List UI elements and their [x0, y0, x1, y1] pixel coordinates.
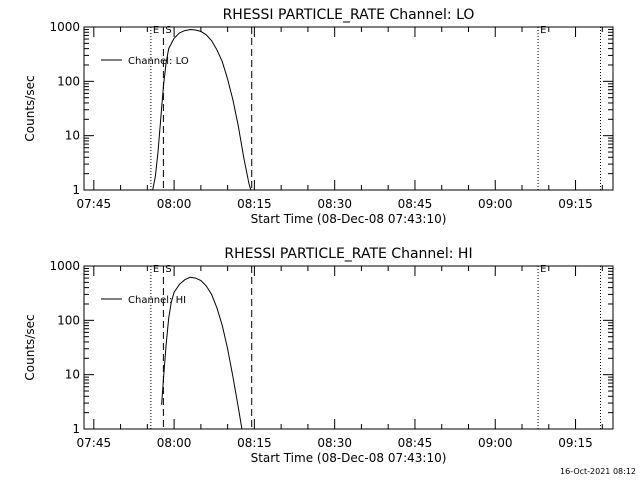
plot-frame	[83, 265, 614, 430]
marker-label: S	[165, 264, 171, 275]
y-axis-label: Counts/sec	[23, 75, 37, 141]
marker-label: E	[540, 264, 546, 275]
marker-label: S	[165, 25, 171, 36]
x-tick-label: 09:15	[558, 197, 593, 211]
legend-label: Channel: LO	[128, 56, 189, 67]
x-axis-label: Start Time (08-Dec-08 07:43:10)	[251, 212, 447, 226]
x-axis-label: Start Time (08-Dec-08 07:43:10)	[251, 451, 447, 465]
x-tick-label: 08:15	[237, 436, 272, 450]
y-tick-label: 100	[57, 74, 80, 88]
y-tick-label: 1	[72, 183, 80, 197]
x-tick-label: 09:00	[478, 197, 513, 211]
x-tick-label: 08:15	[237, 197, 272, 211]
marker-label: E	[540, 25, 546, 36]
x-tick-label: 08:00	[157, 436, 192, 450]
x-tick-label: 08:30	[317, 197, 352, 211]
x-tick-label: 08:30	[317, 436, 352, 450]
y-tick-label: 100	[57, 313, 80, 327]
x-tick-label: 08:00	[157, 197, 192, 211]
plot-frame	[83, 26, 614, 191]
x-tick-label: 07:45	[77, 436, 112, 450]
x-tick-label: 07:45	[77, 197, 112, 211]
x-tick-label: 08:45	[398, 436, 433, 450]
marker-label: E	[153, 25, 159, 36]
chart-title: RHESSI PARTICLE_RATE Channel: HI	[224, 246, 472, 262]
x-tick-label: 09:00	[478, 436, 513, 450]
x-tick-label: 09:15	[558, 436, 593, 450]
y-tick-label: 1000	[49, 259, 80, 273]
chart-panel-1: RHESSI PARTICLE_RATE Channel: LO 1 10 100 10…	[23, 7, 614, 226]
series-line	[161, 276, 243, 429]
y-tick-label: 10	[65, 368, 80, 382]
marker-label: E	[153, 264, 159, 275]
y-axis-label: Counts/sec	[23, 314, 37, 380]
y-tick-label: 10	[65, 129, 80, 143]
x-tick-label: 08:45	[398, 197, 433, 211]
y-tick-label: 1	[72, 422, 80, 436]
footer-timestamp: 16-Oct-2021 08:12	[560, 467, 636, 476]
y-tick-label: 1000	[49, 20, 80, 34]
legend-label: Channel: HI	[128, 295, 186, 306]
chart-title: RHESSI PARTICLE_RATE Channel: LO	[223, 7, 475, 23]
chart-panel-2: RHESSI PARTICLE_RATE Channel: HI 1 10 100 10…	[23, 246, 614, 465]
series-line	[152, 28, 252, 190]
